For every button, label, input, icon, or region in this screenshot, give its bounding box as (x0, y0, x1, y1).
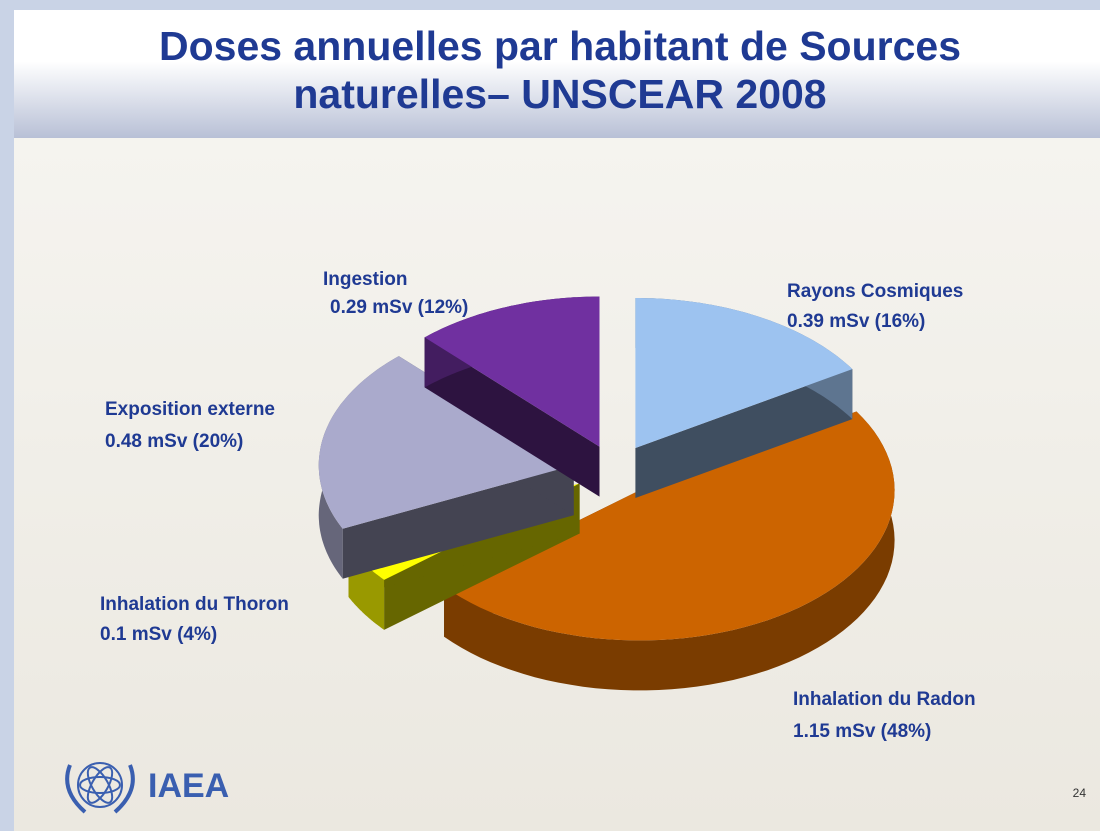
slice-side (635, 369, 853, 498)
slice-side (342, 465, 574, 579)
slice-value-label: 0.1 mSv (4%) (100, 624, 217, 645)
slice-value-label: 0.29 mSv (12%) (330, 297, 468, 318)
slice-label: Rayons Cosmiques (787, 281, 963, 302)
logo-emblem (65, 762, 135, 814)
slice (424, 296, 600, 447)
slice-value-label: 0.48 mSv (20%) (105, 431, 243, 452)
logo-text: IAEA (148, 767, 229, 805)
slice-value-label: 0.39 mSv (16%) (787, 311, 925, 332)
slice (318, 356, 574, 529)
slice (444, 411, 895, 641)
slice-side (424, 337, 600, 497)
page-number: 24 (1073, 786, 1087, 800)
slice-label: Inhalation du Thoron (100, 594, 289, 615)
slice-label: Ingestion (323, 269, 407, 290)
chart-title: Doses annuelles par habitant de Sources … (158, 23, 962, 117)
slice-label: Inhalation du Radon (793, 689, 976, 710)
slice (635, 298, 853, 448)
slice-wall (444, 411, 895, 691)
slice-value-label: 1.15 mSv (48%) (793, 721, 931, 742)
slice-label: Exposition externe (105, 399, 275, 420)
title-band (14, 10, 1100, 138)
